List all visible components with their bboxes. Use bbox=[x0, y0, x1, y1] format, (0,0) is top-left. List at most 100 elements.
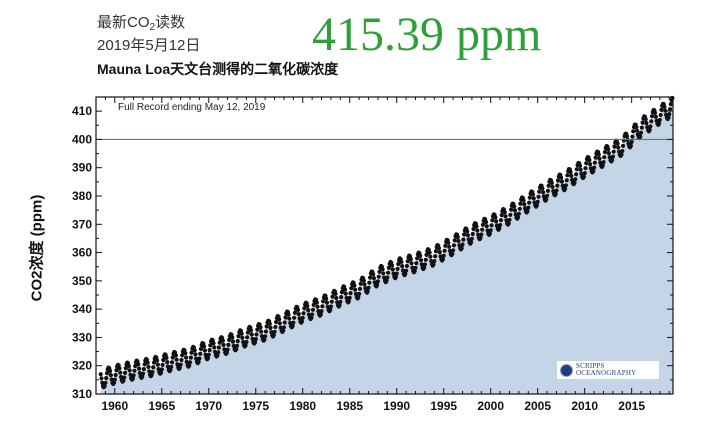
data-point bbox=[192, 348, 197, 353]
data-point bbox=[108, 373, 113, 378]
data-point bbox=[635, 128, 640, 133]
data-point bbox=[334, 295, 339, 301]
y-tick-label: 320 bbox=[72, 359, 92, 373]
data-point bbox=[330, 294, 335, 299]
data-point bbox=[241, 339, 246, 345]
data-point bbox=[415, 256, 420, 261]
data-point bbox=[264, 324, 269, 329]
data-point bbox=[236, 334, 241, 339]
data-point bbox=[653, 110, 658, 115]
data-point bbox=[640, 120, 645, 125]
data-point bbox=[591, 169, 596, 174]
data-point bbox=[339, 290, 344, 295]
data-point bbox=[386, 265, 391, 270]
data-point bbox=[451, 243, 456, 248]
data-point bbox=[281, 325, 286, 330]
data-point bbox=[629, 139, 634, 144]
data-point bbox=[450, 251, 455, 256]
data-point bbox=[553, 191, 558, 197]
data-point bbox=[243, 343, 248, 348]
data-point bbox=[159, 367, 164, 372]
data-point bbox=[296, 312, 301, 317]
data-point bbox=[146, 364, 151, 369]
data-point bbox=[99, 376, 104, 381]
data-point bbox=[667, 112, 672, 117]
data-point bbox=[396, 261, 401, 267]
data-point bbox=[521, 198, 526, 203]
data-point bbox=[498, 222, 503, 228]
data-point bbox=[408, 257, 413, 262]
data-point bbox=[121, 378, 126, 383]
data-point bbox=[310, 307, 315, 312]
data-point bbox=[324, 296, 329, 301]
data-point bbox=[221, 342, 226, 347]
data-point bbox=[197, 356, 202, 361]
data-point bbox=[367, 280, 372, 285]
data-point bbox=[668, 102, 673, 107]
data-point bbox=[174, 357, 179, 362]
data-point bbox=[602, 155, 607, 160]
data-point bbox=[403, 271, 408, 277]
data-point bbox=[569, 173, 574, 178]
data-point bbox=[231, 343, 236, 348]
data-point bbox=[342, 287, 348, 292]
data-point bbox=[593, 155, 598, 160]
data-point bbox=[306, 308, 311, 313]
data-point bbox=[653, 114, 659, 119]
data-point bbox=[302, 306, 307, 311]
data-point bbox=[361, 278, 366, 283]
data-point bbox=[649, 119, 654, 124]
data-point bbox=[624, 134, 630, 139]
data-point bbox=[193, 352, 198, 357]
data-point bbox=[189, 350, 194, 355]
data-point bbox=[630, 134, 635, 139]
data-point bbox=[179, 357, 184, 363]
data-point bbox=[525, 209, 530, 214]
data-point bbox=[183, 351, 188, 356]
data-point bbox=[657, 121, 662, 126]
x-tick-label: 1970 bbox=[195, 399, 222, 413]
data-point bbox=[612, 144, 617, 149]
data-point bbox=[377, 269, 382, 274]
data-point bbox=[459, 246, 464, 251]
data-point bbox=[478, 235, 483, 240]
data-point bbox=[177, 365, 182, 370]
data-point bbox=[165, 360, 170, 365]
data-point bbox=[422, 265, 427, 270]
data-point bbox=[409, 261, 414, 266]
data-point bbox=[480, 227, 485, 232]
data-point bbox=[215, 353, 220, 358]
latest-label-suffix: 读数 bbox=[155, 14, 186, 31]
data-point bbox=[429, 258, 434, 264]
data-point bbox=[550, 184, 555, 189]
data-point bbox=[187, 363, 192, 368]
data-point bbox=[509, 207, 514, 212]
data-point bbox=[194, 356, 199, 361]
data-point bbox=[234, 347, 239, 352]
data-point bbox=[565, 173, 570, 178]
data-point bbox=[155, 362, 160, 367]
scripps-wordmark-line2: OCEANOGRAPHY bbox=[576, 369, 637, 377]
data-point bbox=[469, 240, 474, 245]
data-point bbox=[564, 178, 569, 183]
data-point bbox=[98, 372, 103, 377]
data-point bbox=[431, 262, 436, 267]
data-point bbox=[347, 295, 352, 300]
data-point bbox=[427, 250, 432, 255]
data-point bbox=[222, 347, 227, 352]
data-point bbox=[559, 179, 565, 184]
data-point bbox=[137, 366, 142, 371]
y-tick-label: 340 bbox=[72, 302, 92, 316]
data-point bbox=[497, 226, 502, 231]
data-point bbox=[413, 265, 418, 270]
data-point bbox=[111, 380, 117, 385]
data-point bbox=[390, 267, 395, 272]
data-point bbox=[531, 196, 536, 201]
data-point bbox=[156, 367, 161, 372]
data-point bbox=[104, 376, 109, 381]
data-point bbox=[465, 233, 471, 238]
data-point bbox=[287, 316, 292, 321]
data-point bbox=[169, 360, 175, 365]
data-point bbox=[187, 360, 193, 365]
data-point bbox=[263, 334, 268, 339]
